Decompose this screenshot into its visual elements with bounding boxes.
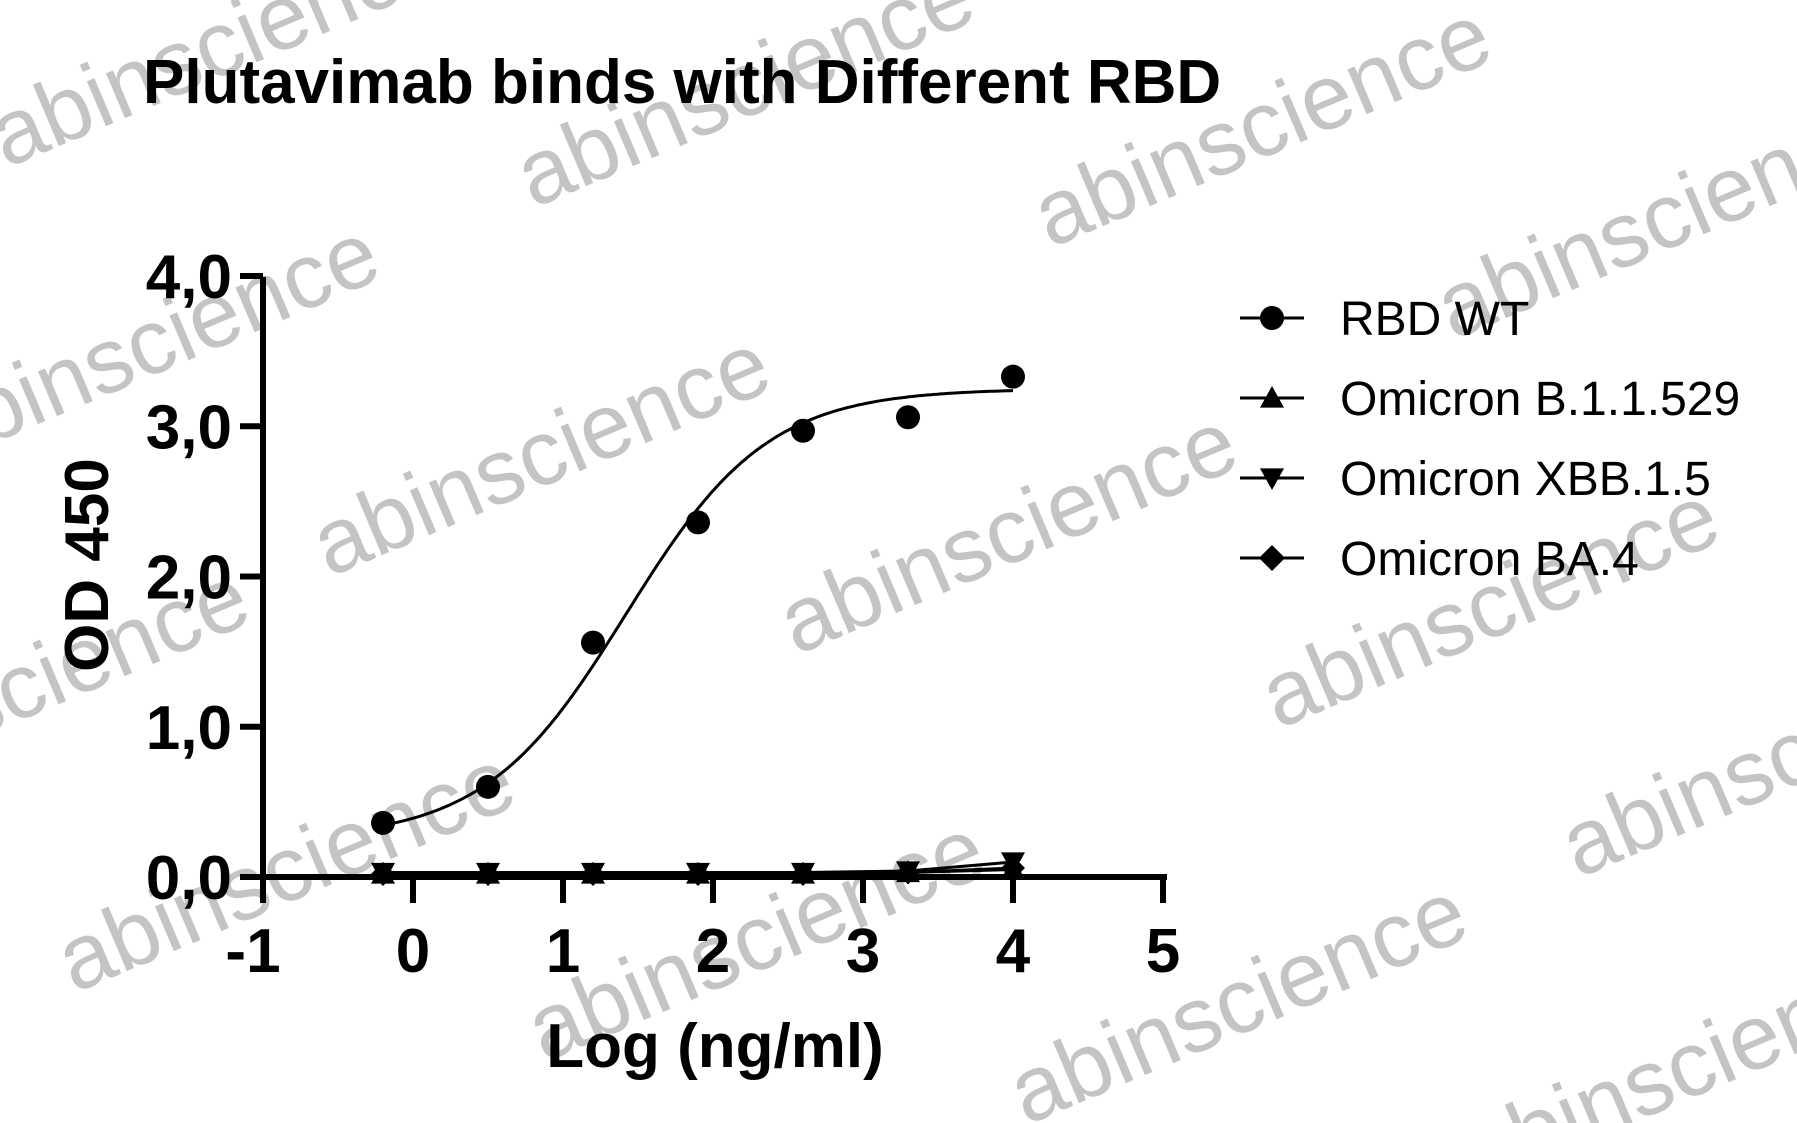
y-ticks: 0,0 1,0 2,0 3,0 4,0 xyxy=(146,243,263,913)
watermark-text: abinscience xyxy=(1546,613,1797,897)
diamond-marker-icon xyxy=(1259,545,1285,571)
watermark-text: abinscience xyxy=(297,312,784,596)
watermark-text: abinscience xyxy=(764,390,1251,674)
circle-marker-icon xyxy=(1260,306,1284,330)
data-point xyxy=(581,630,605,655)
data-point xyxy=(686,510,710,535)
x-tick-label: 0 xyxy=(396,917,430,986)
legend-label: Omicron B.1.1.529 xyxy=(1340,373,1740,426)
data-point xyxy=(476,862,500,885)
axes: 0,0 1,0 2,0 3,0 4,0 -1 0 1 2 3 4 5 xyxy=(146,243,1180,986)
chart-title: Plutavimab binds with Different RBD xyxy=(143,48,1221,117)
x-tick-label: -1 xyxy=(225,917,280,986)
series-rbd-wt xyxy=(371,364,1025,835)
x-tick-label: 5 xyxy=(1146,917,1180,986)
data-point xyxy=(581,862,605,885)
legend-label: RBD WT xyxy=(1340,293,1529,346)
watermark-text: abinscience xyxy=(1246,464,1733,748)
data-point xyxy=(371,862,395,885)
y-tick-label: 2,0 xyxy=(146,544,232,613)
plot-area xyxy=(371,364,1025,886)
x-tick-label: 2 xyxy=(696,917,730,986)
data-point xyxy=(1001,852,1025,874)
x-axis-title: Log (ng/ml) xyxy=(546,1012,883,1081)
legend-label: Omicron BA.4 xyxy=(1340,533,1639,586)
data-point xyxy=(686,862,710,885)
y-tick-label: 4,0 xyxy=(146,243,232,312)
x-tick-label: 4 xyxy=(996,917,1031,986)
legend: RBD WT Omicron B.1.1.529 Omicron XBB.1.5 Om… xyxy=(1240,293,1740,586)
data-point xyxy=(896,861,920,883)
y-tick-label: 0,0 xyxy=(146,844,232,913)
legend-item: Omicron B.1.1.529 xyxy=(1240,373,1740,426)
watermark-text: abinscience xyxy=(1446,923,1797,1123)
legend-item: RBD WT xyxy=(1240,293,1529,346)
legend-item: Omicron XBB.1.5 xyxy=(1240,453,1711,506)
y-tick-label: 3,0 xyxy=(146,393,232,462)
x-ticks: -1 0 1 2 3 4 5 xyxy=(225,877,1180,986)
triangle-up-marker-icon xyxy=(1260,386,1284,408)
triangle-down-marker-icon xyxy=(1260,468,1284,490)
x-tick-label: 3 xyxy=(846,917,880,986)
y-tick-label: 1,0 xyxy=(146,694,232,763)
watermark-text: abinscience xyxy=(994,860,1481,1123)
data-point xyxy=(476,774,500,799)
data-point xyxy=(791,862,815,885)
data-point xyxy=(791,418,815,443)
y-axis-title: OD 450 xyxy=(53,458,122,672)
data-point xyxy=(896,405,920,430)
legend-item: Omicron BA.4 xyxy=(1240,533,1639,586)
watermark-text: abinscience xyxy=(1018,0,1505,267)
data-point xyxy=(371,810,395,835)
data-point xyxy=(1001,364,1025,389)
series-omicron-xbb-1-5 xyxy=(371,852,1025,885)
legend-label: Omicron XBB.1.5 xyxy=(1340,453,1711,506)
watermark-text: abinscience xyxy=(42,728,529,1012)
x-tick-label: 1 xyxy=(546,917,580,986)
